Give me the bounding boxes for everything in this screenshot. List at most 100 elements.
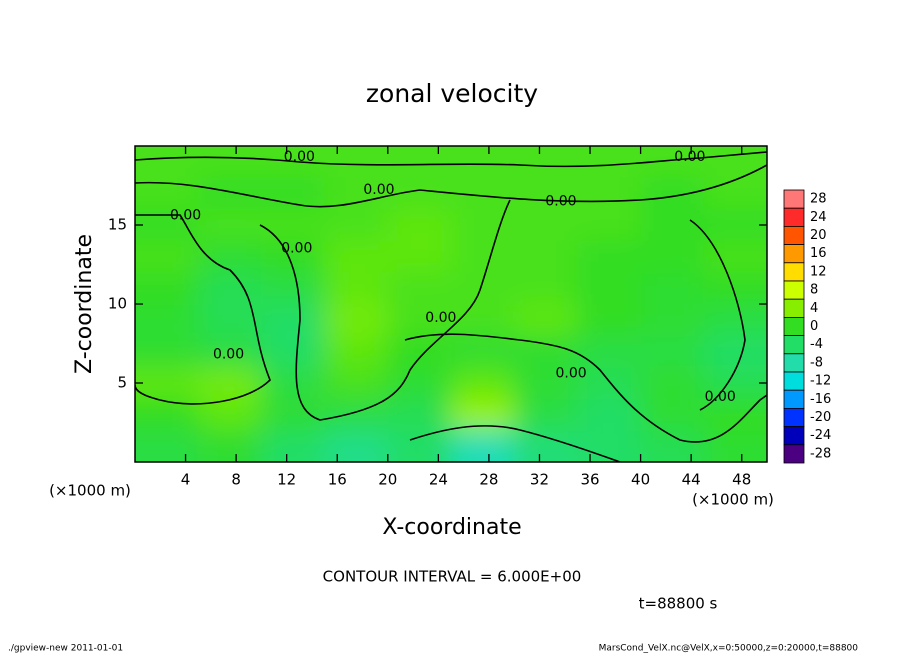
- x-tick-label: 28: [479, 471, 498, 489]
- heatmap-cell: [514, 430, 578, 462]
- heatmap-cell: [451, 272, 515, 304]
- heatmap-cell: [514, 177, 578, 210]
- heatmap-cell: [387, 367, 451, 399]
- heatmap-cell: [703, 430, 767, 462]
- colorbar-box: [783, 225, 805, 245]
- time-label: t=88800 s: [639, 595, 718, 613]
- contour-label: 0.00: [170, 208, 201, 224]
- contour-lines: [135, 151, 767, 462]
- colorbar-box: [783, 444, 805, 464]
- heatmap-cell: [451, 367, 515, 399]
- heatmap-cell: [387, 272, 451, 304]
- heatmap-cell: [387, 335, 451, 368]
- heatmap-cell: [451, 146, 515, 178]
- heatmap-cell: [135, 240, 199, 273]
- heatmap-cell: [324, 209, 388, 241]
- heatmap-cell: [198, 146, 262, 178]
- heatmap-cell: [135, 272, 199, 304]
- y-tick-label: 15: [108, 216, 127, 234]
- heatmap-cell: [514, 398, 578, 431]
- x-unit-left: (×1000 m): [49, 482, 131, 500]
- heatmap-cell: [261, 272, 325, 304]
- colorbar-label: -24: [810, 428, 831, 443]
- colorbar-label: -28: [810, 446, 831, 461]
- heatmap-cell: [198, 209, 262, 241]
- x-unit-right: (×1000 m): [692, 491, 774, 509]
- colorbar-label: 16: [810, 246, 827, 261]
- colorbar-label: 8: [810, 283, 818, 298]
- x-axis-label: X-coordinate: [382, 515, 521, 540]
- heatmap-cell: [261, 430, 325, 462]
- heatmap-cell: [451, 335, 515, 368]
- heatmap-cell: [198, 272, 262, 304]
- heatmap-cell: [324, 177, 388, 210]
- heatmap-cell: [640, 367, 704, 399]
- colorbar-box: [783, 207, 805, 227]
- heatmap-cell: [640, 304, 704, 336]
- heatmap-cell: [640, 272, 704, 304]
- heatmap-cell: [198, 398, 262, 431]
- contour-label: 0.00: [284, 149, 315, 165]
- colorbar-label: 0: [810, 319, 818, 334]
- heatmap: [135, 146, 767, 462]
- heatmap-cell: [324, 272, 388, 304]
- heatmap-cell: [577, 430, 641, 462]
- heatmap-cell: [324, 146, 388, 178]
- heatmap-cell: [198, 304, 262, 336]
- colorbar-label: 24: [810, 210, 827, 225]
- colorbar-box: [783, 298, 805, 318]
- x-tick-label: 36: [580, 471, 599, 489]
- x-tick-label: 8: [231, 471, 241, 489]
- heatmap-cell: [387, 430, 451, 462]
- heatmap-cell: [135, 367, 199, 399]
- heatmap-cell: [703, 177, 767, 210]
- heatmap-cell: [640, 398, 704, 431]
- colorbar-label: -4: [810, 337, 823, 352]
- heatmap-cell: [703, 146, 767, 178]
- colorbar-box: [783, 316, 805, 336]
- heatmap-cell: [514, 240, 578, 273]
- heatmap-cell: [640, 209, 704, 241]
- heatmap-cell: [261, 335, 325, 368]
- heatmap-cell: [577, 146, 641, 178]
- heatmap-cell: [324, 304, 388, 336]
- heatmap-cell: [703, 304, 767, 336]
- heatmap-cell: [514, 304, 578, 336]
- heatmap-cell: [324, 335, 388, 368]
- colorbar-box: [783, 389, 805, 409]
- contour-label: 0.00: [425, 310, 456, 326]
- heatmap-cell: [387, 240, 451, 273]
- heatmap-cell: [514, 209, 578, 241]
- colorbar-box: [783, 280, 805, 300]
- heatmap-cell: [640, 177, 704, 210]
- x-tick-label: 44: [682, 471, 701, 489]
- x-tick-label: 48: [732, 471, 751, 489]
- x-tick-label: 12: [277, 471, 296, 489]
- colorbar-box: [783, 407, 805, 427]
- heatmap-cell: [261, 367, 325, 399]
- colorbar-label: -20: [810, 410, 831, 425]
- heatmap-cell: [514, 146, 578, 178]
- x-tick-label: 24: [429, 471, 448, 489]
- colorbar-label: -16: [810, 392, 831, 407]
- colorbar-box: [783, 353, 805, 373]
- heatmap-cell: [387, 304, 451, 336]
- heatmap-cell: [640, 240, 704, 273]
- footer-left: ./gpview-new 2011-01-01: [8, 644, 123, 654]
- colorbar-label: 28: [810, 192, 827, 207]
- x-tick-label: 4: [181, 471, 191, 489]
- heatmap-cell: [703, 367, 767, 399]
- colorbar-box: [783, 262, 805, 282]
- colorbar-label: -12: [810, 374, 831, 389]
- x-tick-label: 16: [328, 471, 347, 489]
- y-tick-label: 10: [108, 295, 127, 313]
- colorbar-label: 12: [810, 264, 827, 279]
- x-tick-label: 40: [631, 471, 650, 489]
- heatmap-cell: [577, 304, 641, 336]
- heatmap-cell: [577, 240, 641, 273]
- heatmap-cell: [703, 272, 767, 304]
- heatmap-cell: [324, 430, 388, 462]
- heatmap-cell: [198, 430, 262, 462]
- heatmap-cell: [324, 240, 388, 273]
